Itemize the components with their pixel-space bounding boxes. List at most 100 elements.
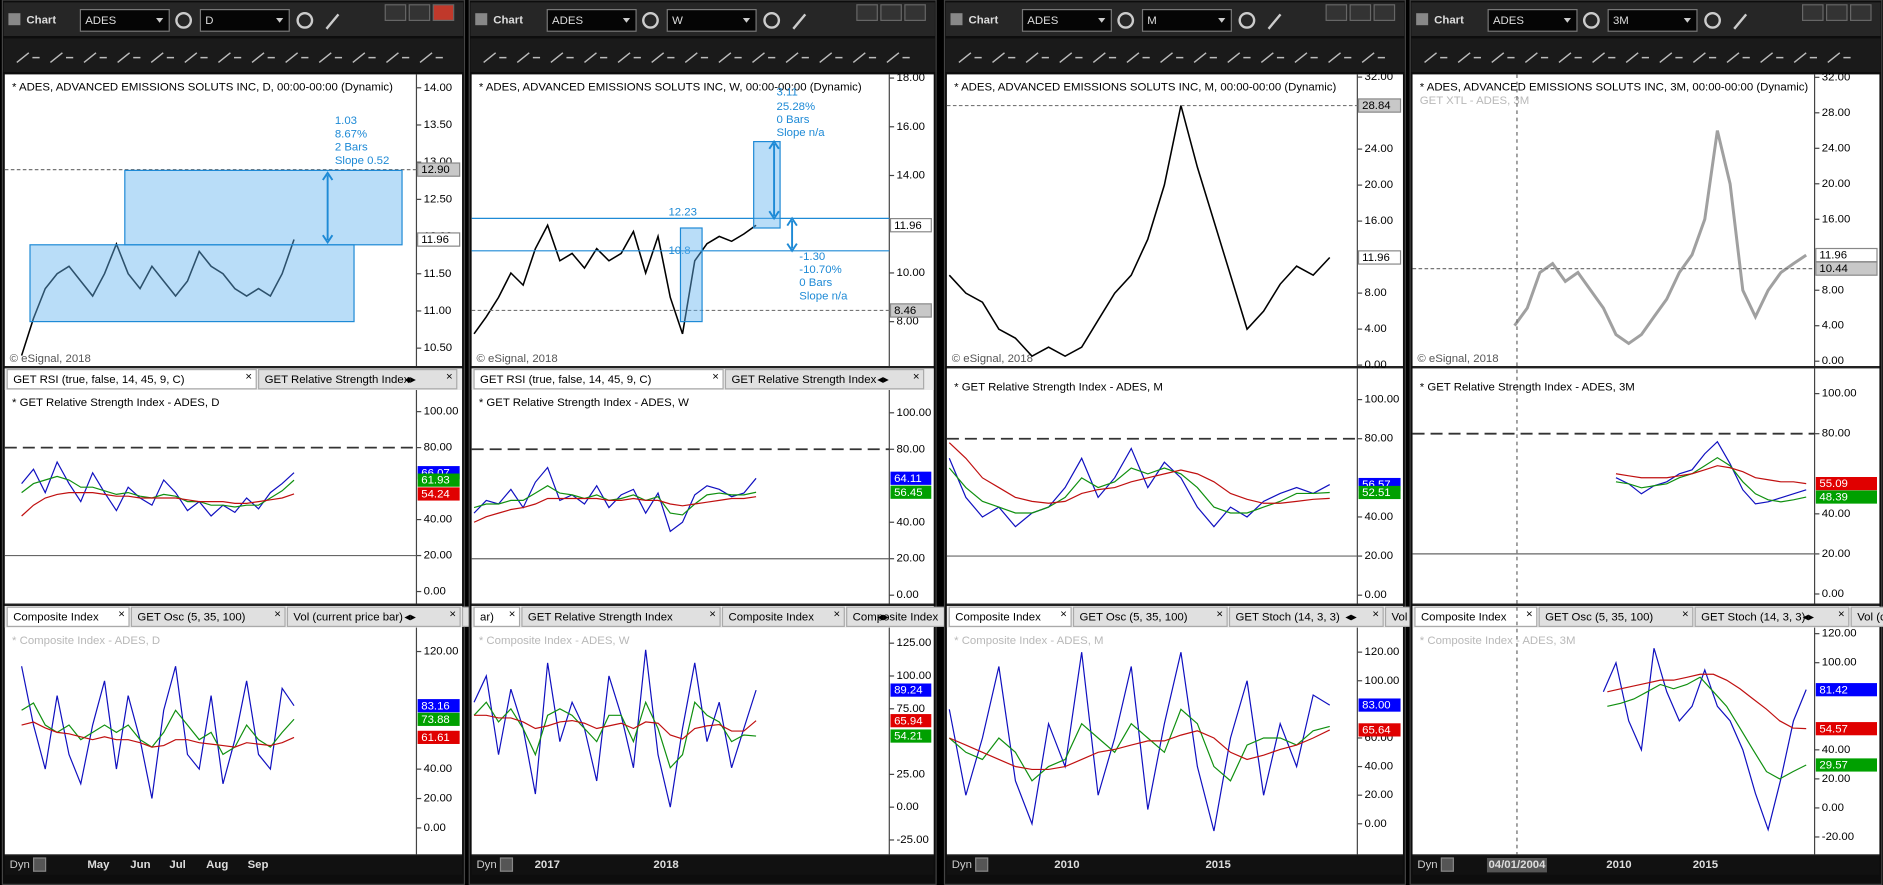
tool-icon[interactable]	[1193, 52, 1217, 63]
tab[interactable]	[286, 606, 461, 627]
tab[interactable]	[1538, 606, 1694, 627]
dyn-button[interactable]	[33, 857, 47, 872]
tool-icon[interactable]	[958, 52, 982, 63]
tab[interactable]	[521, 606, 721, 627]
pencil-icon[interactable]	[325, 13, 340, 30]
tool-icon[interactable]	[852, 52, 877, 63]
tool-icon[interactable]	[251, 52, 275, 63]
tab[interactable]	[258, 369, 458, 390]
tab[interactable]	[721, 606, 845, 627]
clock-icon[interactable]	[1704, 12, 1721, 29]
window-button[interactable]	[1349, 4, 1372, 21]
dyn-button[interactable]	[1440, 857, 1454, 872]
tool-icon[interactable]	[184, 52, 208, 63]
clock-icon[interactable]	[763, 12, 781, 29]
tab[interactable]	[130, 606, 286, 627]
tool-icon[interactable]	[516, 52, 541, 63]
tool-icon[interactable]	[1491, 52, 1515, 63]
tool-icon[interactable]	[992, 52, 1016, 63]
window-button[interactable]	[432, 4, 455, 21]
tool-icon[interactable]	[16, 52, 40, 63]
tool-icon[interactable]	[1592, 52, 1616, 63]
tool-icon[interactable]	[419, 52, 443, 63]
tool-icon[interactable]	[584, 52, 608, 63]
tool-icon[interactable]	[1827, 52, 1851, 63]
tool-icon[interactable]	[1328, 52, 1352, 63]
tool-icon[interactable]	[385, 52, 410, 63]
settings-icon[interactable]	[642, 12, 659, 29]
tool-icon[interactable]	[819, 52, 843, 63]
tool-icon[interactable]	[1457, 52, 1481, 63]
tool-icon[interactable]	[1025, 52, 1049, 63]
tool-icon[interactable]	[1558, 52, 1582, 63]
tool-icon[interactable]	[1126, 52, 1150, 63]
tool-icon[interactable]	[785, 52, 809, 63]
dyn-button[interactable]	[975, 857, 989, 872]
interval-box[interactable]	[1607, 9, 1698, 32]
window-button[interactable]	[1801, 4, 1824, 21]
tool-icon[interactable]	[1524, 52, 1549, 63]
tool-icon[interactable]	[651, 52, 675, 63]
tab[interactable]	[1228, 606, 1384, 627]
tool-icon[interactable]	[1726, 52, 1750, 63]
window-button[interactable]	[1325, 4, 1348, 21]
tool-icon[interactable]	[1294, 52, 1318, 63]
window-button[interactable]	[856, 4, 878, 21]
tool-icon[interactable]	[886, 52, 910, 63]
tool-icon[interactable]	[1793, 52, 1817, 63]
tool-icon[interactable]	[617, 52, 641, 63]
settings-icon[interactable]	[1117, 12, 1135, 29]
window-button[interactable]	[1849, 4, 1872, 21]
tool-icon[interactable]	[1760, 52, 1784, 63]
tool-icon[interactable]	[318, 52, 343, 63]
window-button[interactable]	[1373, 4, 1396, 21]
pencil-icon[interactable]	[792, 13, 807, 30]
tool-icon[interactable]	[1625, 52, 1649, 63]
clock-icon[interactable]	[1238, 12, 1256, 29]
tab[interactable]	[1850, 606, 1883, 627]
tool-icon[interactable]	[1424, 52, 1448, 63]
window-button[interactable]	[408, 4, 431, 21]
tool-icon[interactable]	[1361, 52, 1385, 63]
tool-icon[interactable]	[1059, 52, 1083, 63]
symbol-box[interactable]	[546, 9, 637, 32]
tool-icon[interactable]	[1659, 52, 1683, 63]
tool-icon[interactable]	[285, 52, 309, 63]
tool-icon[interactable]	[1692, 52, 1717, 63]
window-button[interactable]	[880, 4, 902, 21]
symbol-box[interactable]	[79, 9, 170, 32]
tab[interactable]	[1414, 606, 1538, 627]
interval-box[interactable]	[199, 9, 290, 32]
tool-icon[interactable]	[83, 52, 107, 63]
tool-icon[interactable]	[217, 52, 242, 63]
pencil-icon[interactable]	[1267, 13, 1282, 30]
tool-icon[interactable]	[117, 52, 141, 63]
tool-icon[interactable]	[1227, 52, 1251, 63]
tab[interactable]	[1072, 606, 1228, 627]
tab[interactable]	[6, 369, 257, 390]
tab[interactable]	[6, 606, 130, 627]
symbol-box[interactable]	[1487, 9, 1578, 32]
pencil-icon[interactable]	[1733, 13, 1748, 30]
tab[interactable]	[473, 606, 521, 627]
tab[interactable]	[473, 369, 724, 390]
tool-icon[interactable]	[352, 52, 376, 63]
tool-icon[interactable]	[49, 52, 74, 63]
tab[interactable]	[948, 606, 1072, 627]
window-button[interactable]	[1825, 4, 1848, 21]
tool-icon[interactable]	[718, 52, 742, 63]
tab[interactable]	[1694, 606, 1850, 627]
tool-icon[interactable]	[483, 52, 507, 63]
tab[interactable]	[724, 369, 925, 390]
tool-icon[interactable]	[1160, 52, 1184, 63]
window-button[interactable]	[384, 4, 407, 21]
tool-icon[interactable]	[752, 52, 776, 63]
tool-icon[interactable]	[150, 52, 175, 63]
settings-icon[interactable]	[1582, 12, 1600, 29]
dyn-button[interactable]	[499, 857, 514, 872]
symbol-box[interactable]	[1021, 9, 1112, 32]
tool-icon[interactable]	[684, 52, 709, 63]
tool-icon[interactable]	[1092, 52, 1117, 63]
window-button[interactable]	[904, 4, 926, 21]
settings-icon[interactable]	[175, 12, 193, 29]
